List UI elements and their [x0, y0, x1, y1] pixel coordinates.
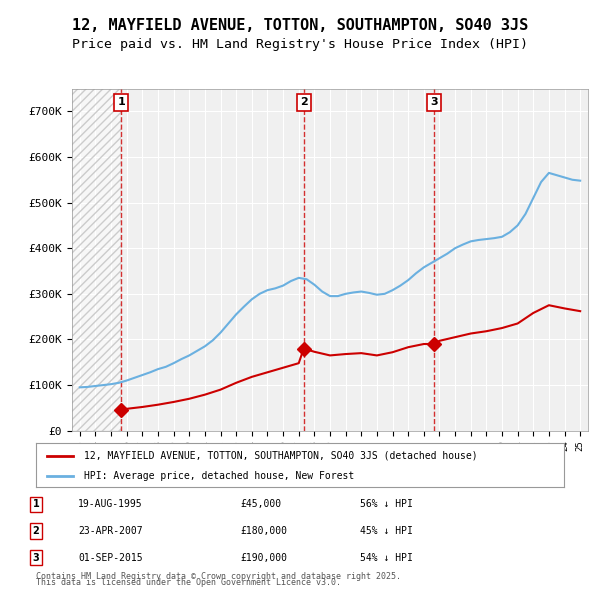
Text: 12, MAYFIELD AVENUE, TOTTON, SOUTHAMPTON, SO40 3JS (detached house): 12, MAYFIELD AVENUE, TOTTON, SOUTHAMPTON… [83, 451, 477, 461]
Text: 1: 1 [32, 500, 40, 509]
Text: HPI: Average price, detached house, New Forest: HPI: Average price, detached house, New … [83, 471, 354, 481]
Text: 19-AUG-1995: 19-AUG-1995 [78, 500, 143, 509]
Text: 45% ↓ HPI: 45% ↓ HPI [360, 526, 413, 536]
Text: 2: 2 [32, 526, 40, 536]
Text: 54% ↓ HPI: 54% ↓ HPI [360, 553, 413, 562]
Text: 3: 3 [430, 97, 438, 107]
Text: 01-SEP-2015: 01-SEP-2015 [78, 553, 143, 562]
Text: Price paid vs. HM Land Registry's House Price Index (HPI): Price paid vs. HM Land Registry's House … [72, 38, 528, 51]
Text: £45,000: £45,000 [240, 500, 281, 509]
Text: 56% ↓ HPI: 56% ↓ HPI [360, 500, 413, 509]
Text: 1: 1 [117, 97, 125, 107]
Text: £190,000: £190,000 [240, 553, 287, 562]
Text: This data is licensed under the Open Government Licence v3.0.: This data is licensed under the Open Gov… [36, 578, 341, 587]
Text: 23-APR-2007: 23-APR-2007 [78, 526, 143, 536]
Text: £180,000: £180,000 [240, 526, 287, 536]
Text: 12, MAYFIELD AVENUE, TOTTON, SOUTHAMPTON, SO40 3JS: 12, MAYFIELD AVENUE, TOTTON, SOUTHAMPTON… [72, 18, 528, 32]
Text: 3: 3 [32, 553, 40, 562]
Text: Contains HM Land Registry data © Crown copyright and database right 2025.: Contains HM Land Registry data © Crown c… [36, 572, 401, 581]
Text: 2: 2 [300, 97, 308, 107]
